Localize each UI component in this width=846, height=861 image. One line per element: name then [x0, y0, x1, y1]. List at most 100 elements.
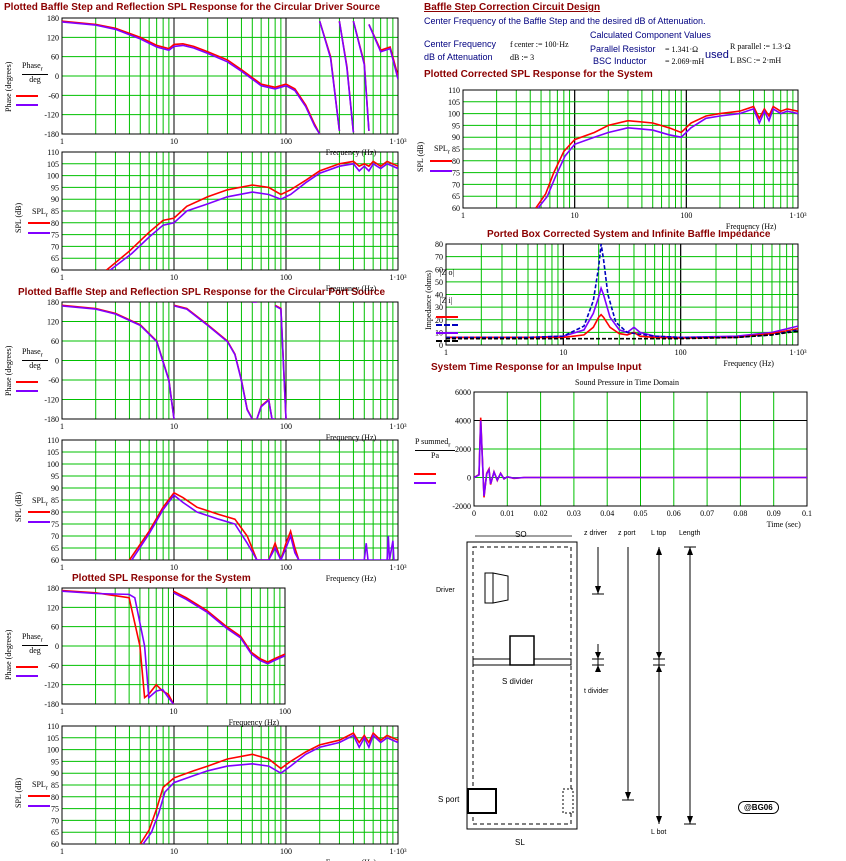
x-tick-label: 100	[680, 211, 692, 220]
plot-frame	[462, 89, 799, 209]
y-tick-label: 30	[435, 303, 443, 312]
x-tick-label: 1·10³	[789, 348, 807, 357]
port-phase-legend-red	[16, 381, 38, 383]
y-tick-label: 95	[51, 472, 59, 481]
y-tick-label: -180	[44, 700, 59, 709]
y-tick-label: -120	[44, 111, 59, 120]
time-section-title: System Time Response for an Impulse Inpu…	[431, 362, 642, 373]
resistor-used: R parallel := 1.3·Ω	[730, 42, 791, 51]
y-tick-label: -180	[44, 130, 59, 139]
driver-spl-ylabel: SPL (dB)	[14, 202, 23, 233]
series-red-line	[535, 105, 798, 208]
impedance-legend-blue	[436, 324, 458, 326]
diagram-zdriver-label: z driver	[584, 530, 607, 537]
y-tick-label: 85	[51, 207, 59, 216]
legend-phase: Phase	[22, 347, 41, 356]
x-tick-label: 0.08	[733, 509, 747, 518]
impedance-legend-red	[436, 316, 458, 318]
y-tick-label: 75	[51, 231, 59, 240]
y-tick-label: 75	[452, 169, 460, 178]
legend-phase: Phase	[22, 61, 41, 70]
system-spl-ylabel: SPL (dB)	[14, 777, 23, 808]
system-phase-legend-red	[16, 666, 38, 668]
x-tick-label: 1	[60, 422, 64, 431]
y-tick-label: 110	[47, 148, 59, 157]
corrected-spl-legend: SPLr	[434, 144, 450, 156]
driver-phase-legend: Phaser deg	[22, 61, 48, 84]
y-tick-label: 60	[51, 556, 59, 565]
bsc-subtitle: Center Frequency of the Baffle Step and …	[424, 16, 706, 26]
y-tick-label: 105	[47, 160, 59, 169]
port-phase-legend: Phaser deg	[22, 347, 48, 370]
x-axis-label: Time (sec)	[767, 520, 801, 529]
diagram-tdivider-label: t divider	[584, 688, 609, 695]
y-tick-label: 60	[51, 266, 59, 275]
x-tick-label: 0.07	[700, 509, 714, 518]
x-tick-label: 100	[280, 137, 292, 146]
x-tick-label: 0.03	[567, 509, 581, 518]
x-tick-label: 1·10³	[389, 563, 407, 572]
y-tick-label: 65	[51, 544, 59, 553]
y-tick-label: 2000	[455, 445, 471, 454]
series-purple-line	[142, 733, 398, 844]
port-spl-legend-purple	[28, 521, 50, 523]
system-phase-legend: Phaser deg	[22, 632, 48, 655]
y-tick-label: 70	[51, 532, 59, 541]
legend-phase-sub: r	[40, 351, 43, 359]
legend-deg: deg	[29, 74, 41, 84]
impedance-section-title: Ported Box Corrected System and Infinite…	[487, 229, 771, 240]
x-axis-label: Frequency (Hz)	[326, 858, 377, 861]
port-spl-ylabel: SPL (dB)	[14, 491, 23, 522]
y-tick-label: -2000	[452, 502, 471, 511]
x-tick-label: 0.04	[600, 509, 614, 518]
diagram-bottom-label: SL	[515, 838, 525, 847]
y-tick-label: 70	[452, 180, 460, 189]
y-tick-label: 95	[452, 121, 460, 130]
x-axis-label: Frequency (Hz)	[229, 718, 280, 727]
y-tick-label: 75	[51, 520, 59, 529]
diagram-length-label: Length	[679, 530, 701, 537]
y-tick-label: 70	[435, 253, 443, 262]
y-tick-label: 0	[467, 474, 471, 483]
series-purple-line	[62, 302, 287, 419]
x-tick-label: 100	[675, 348, 687, 357]
corrected-spl-legend-purple	[430, 170, 452, 172]
x-tick-label: 1	[60, 707, 64, 716]
time-legend-red	[414, 473, 436, 475]
diagram-ltop-label: L top	[651, 530, 667, 537]
impedance-zo-label: |Z o|	[440, 268, 455, 277]
y-tick-label: 105	[448, 98, 460, 107]
legend-deg: deg	[29, 645, 41, 655]
resistor-label: Parallel Resistor	[590, 44, 656, 54]
legend-phase: Phase	[22, 632, 41, 641]
y-tick-label: 60	[51, 53, 59, 62]
y-tick-label: 75	[51, 805, 59, 814]
y-tick-label: 0	[439, 341, 443, 350]
x-tick-label: 1	[60, 273, 64, 282]
series-purple-line	[62, 20, 398, 134]
x-tick-label: 1	[60, 563, 64, 572]
x-tick-label: 100	[280, 563, 292, 572]
y-tick-label: 60	[51, 623, 59, 632]
x-tick-label: 0.1	[802, 509, 812, 518]
y-tick-label: 100	[47, 746, 59, 755]
y-tick-label: 20	[435, 316, 443, 325]
plot-frame	[473, 391, 808, 507]
y-tick-label: 4000	[455, 417, 471, 426]
corrected-section-title: Plotted Corrected SPL Response for the S…	[424, 69, 653, 80]
y-tick-label: 180	[47, 14, 59, 23]
y-tick-label: 50	[435, 278, 443, 287]
y-tick-label: 105	[47, 734, 59, 743]
plot-frame	[61, 725, 399, 845]
diagram-port-label: S port	[438, 795, 460, 804]
y-tick-label: 60	[452, 204, 460, 213]
y-tick-label: 60	[435, 265, 443, 274]
series-purple-line	[474, 420, 807, 497]
impedance-legend-purple	[436, 332, 458, 334]
system-section-title: Plotted SPL Response for the System	[72, 573, 251, 584]
